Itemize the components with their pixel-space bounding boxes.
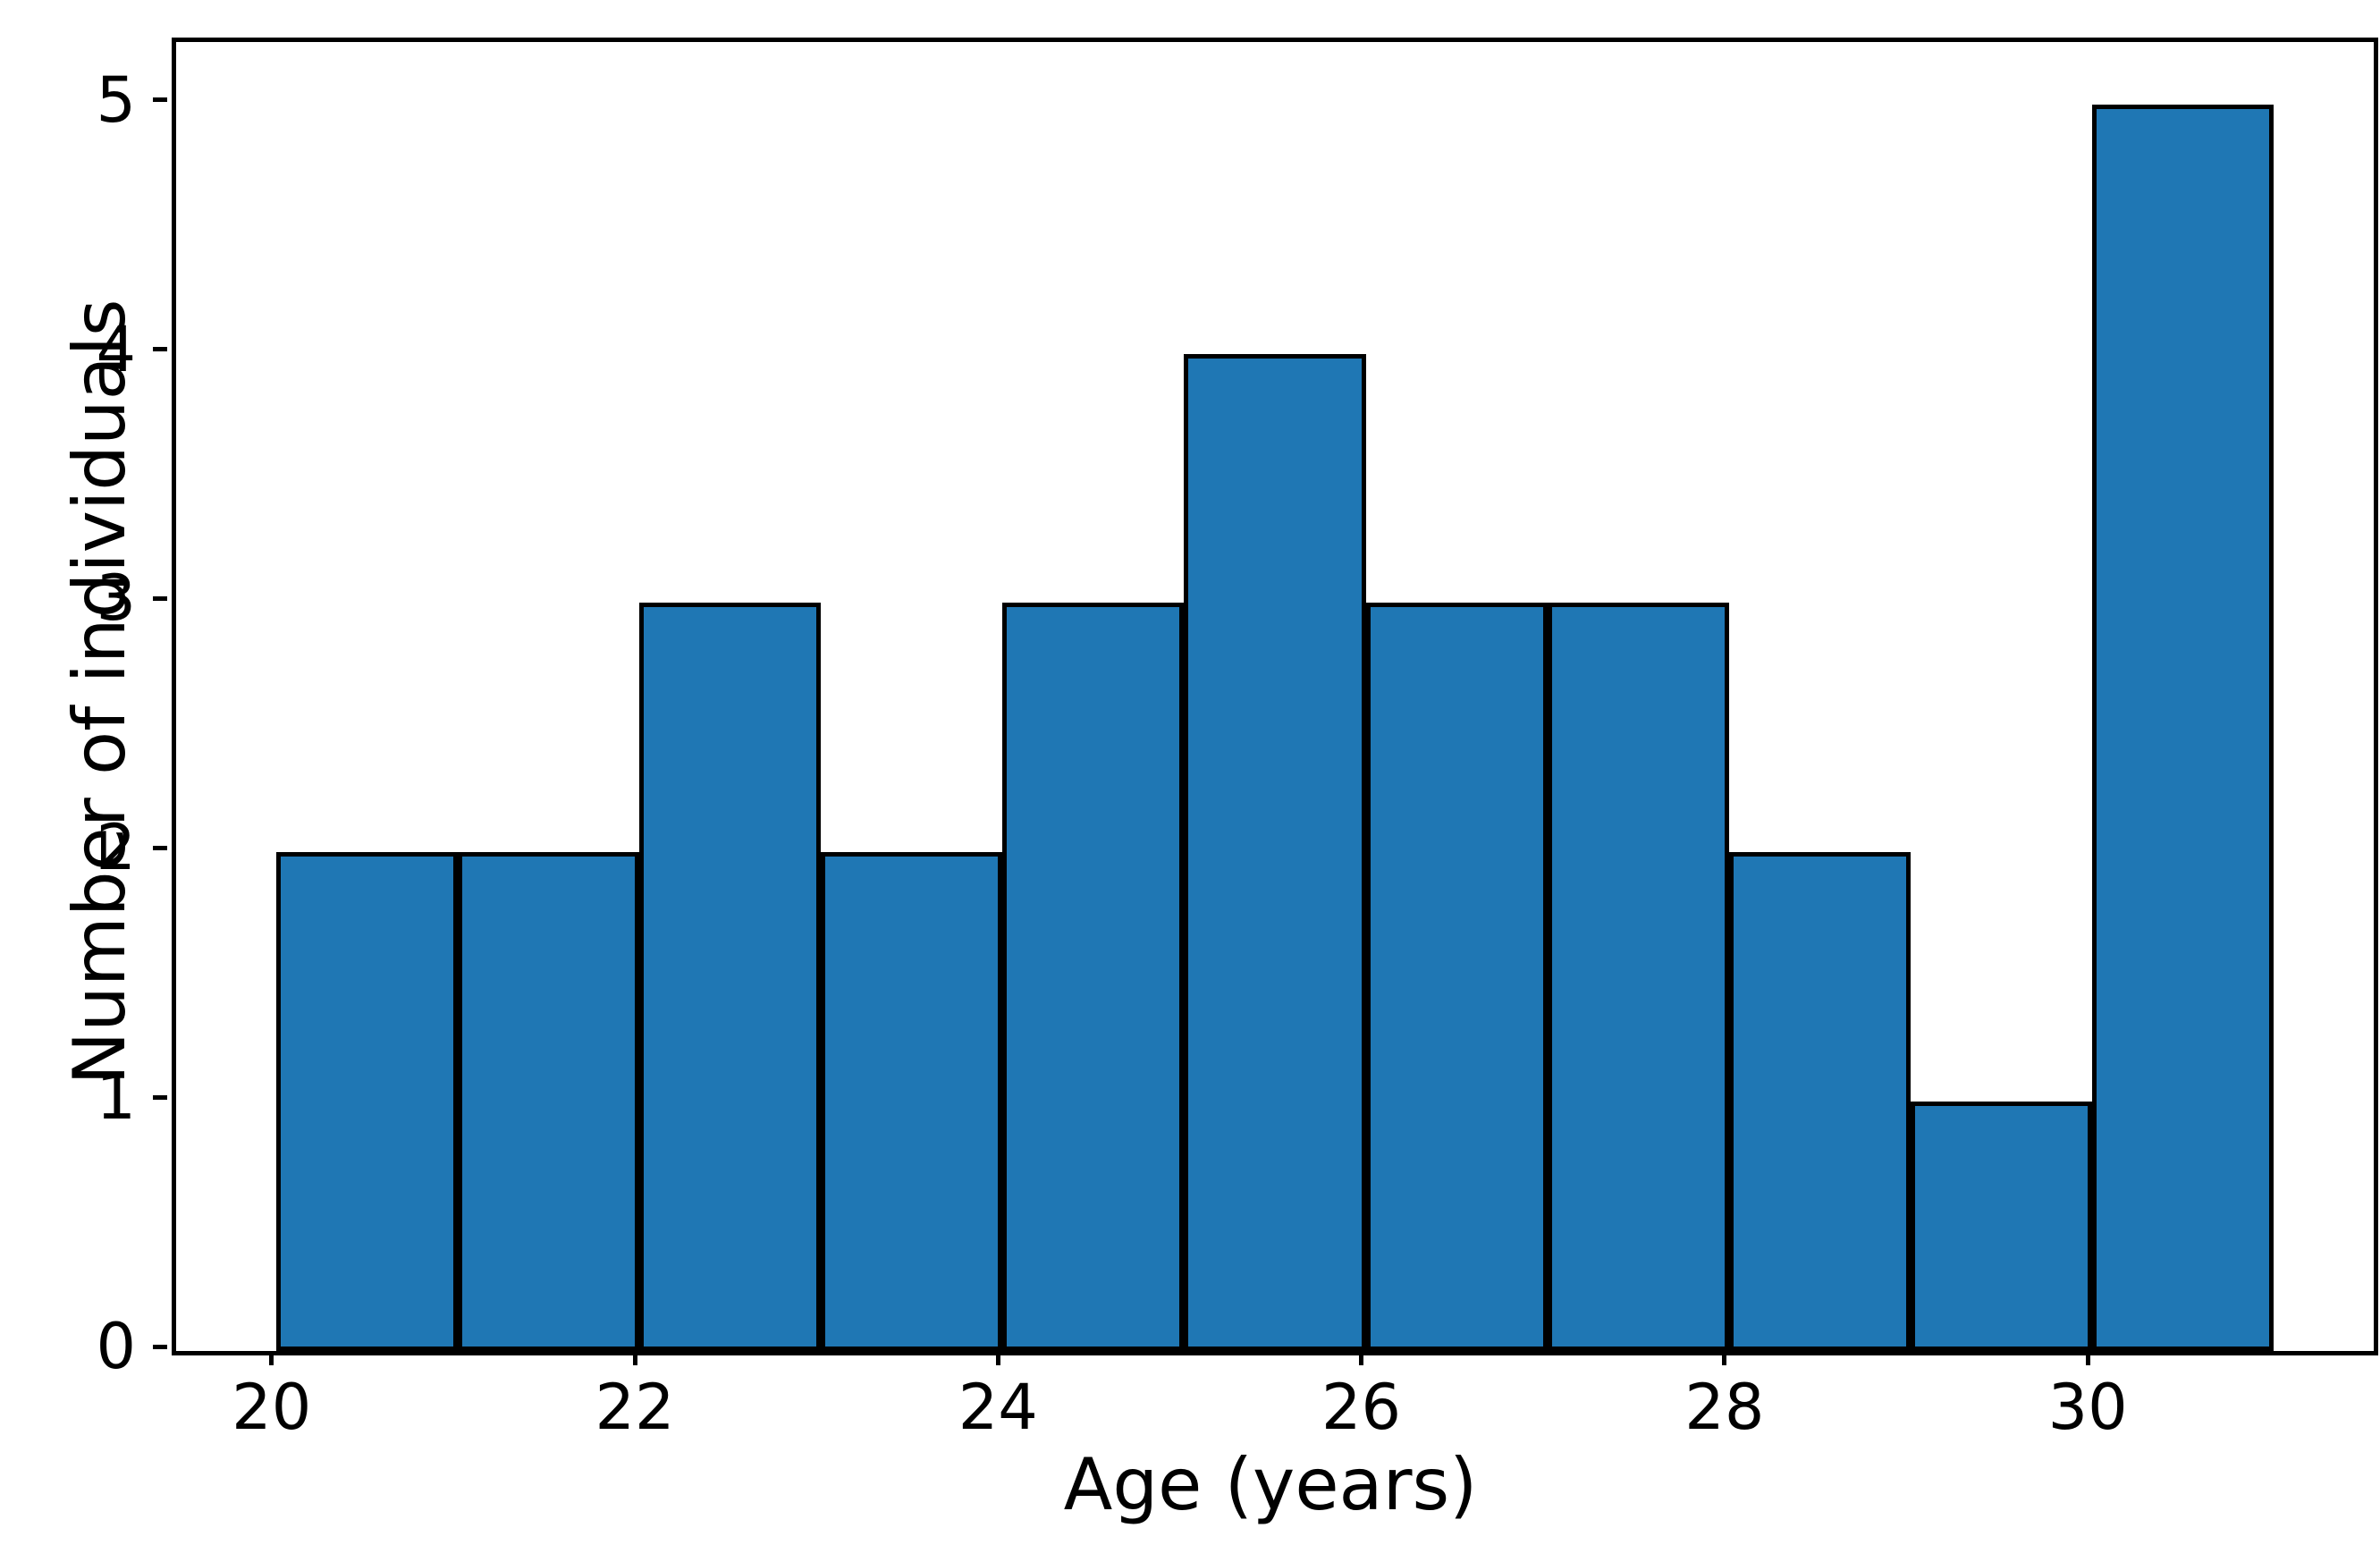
y-tick-label: 3	[96, 561, 136, 636]
x-tick-mark	[1722, 1351, 1727, 1365]
x-tick-label: 24	[958, 1371, 1038, 1444]
plot-area	[172, 38, 2378, 1355]
y-tick-mark	[153, 347, 167, 352]
y-tick-label: 1	[96, 1060, 136, 1135]
histogram-bar	[457, 852, 639, 1351]
histogram-bar	[1365, 603, 1548, 1351]
y-tick-mark	[153, 97, 167, 103]
x-tick-label: 26	[1321, 1371, 1402, 1444]
histogram-bars	[176, 42, 2374, 1351]
y-tick-label: 5	[96, 63, 136, 137]
histogram-bar	[1184, 353, 1366, 1351]
x-tick-mark	[995, 1351, 1000, 1365]
x-tick-label: 30	[2047, 1371, 2128, 1444]
y-tick-mark	[153, 1094, 167, 1100]
x-tick-mark	[2085, 1351, 2090, 1365]
x-tick-label: 28	[1684, 1371, 1765, 1444]
x-tick-mark	[1359, 1351, 1364, 1365]
histogram-bar	[1002, 603, 1185, 1351]
y-tick-mark	[153, 845, 167, 850]
x-tick-label: 20	[232, 1371, 312, 1444]
x-tick-mark	[269, 1351, 274, 1365]
histogram-bar	[1910, 1102, 2093, 1351]
y-tick-label: 0	[96, 1310, 136, 1383]
x-tick-mark	[632, 1351, 637, 1365]
histogram-bar	[1547, 603, 1729, 1351]
histogram-bar	[639, 603, 822, 1351]
histogram-bar	[2092, 104, 2275, 1351]
histogram-bar	[821, 852, 1003, 1351]
x-axis-label: Age (years)	[1063, 1443, 1478, 1526]
histogram-bar	[1728, 852, 1911, 1351]
y-tick-label: 4	[96, 312, 136, 386]
y-tick-label: 2	[96, 811, 136, 885]
histogram-bar	[275, 852, 458, 1351]
x-tick-label: 22	[595, 1371, 675, 1444]
y-tick-mark	[153, 1344, 167, 1349]
y-axis-label: Number of individuals	[58, 299, 141, 1085]
y-tick-mark	[153, 595, 167, 601]
